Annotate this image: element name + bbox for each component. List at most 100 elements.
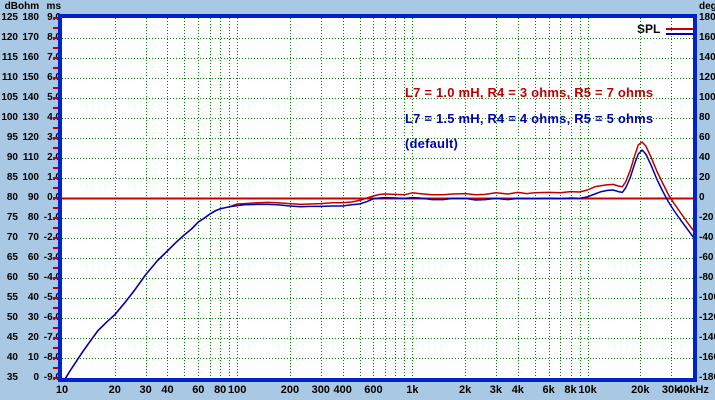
left-tick xyxy=(53,377,58,379)
ohm-label: 160 xyxy=(22,52,39,63)
frequency-label: 300 xyxy=(311,384,330,396)
db-label: 90 xyxy=(6,152,18,163)
left-tick xyxy=(53,277,58,279)
left-tick xyxy=(53,177,58,179)
left-tick xyxy=(53,127,58,129)
db-label: 70 xyxy=(6,232,18,243)
db-label: 45 xyxy=(6,332,18,343)
deg-label: 40 xyxy=(699,152,711,163)
left-axis-row: 35 0-9.0 xyxy=(0,373,61,383)
ohm-label: 30 xyxy=(27,312,39,323)
frequency-label: 3k xyxy=(489,384,503,396)
frequency-label: 80 xyxy=(214,384,227,396)
db-label: 85 xyxy=(6,172,18,183)
left-axis-row: 50 30-6.0 xyxy=(0,313,61,323)
frequency-label: 8k xyxy=(564,384,577,396)
ohm-label: 110 xyxy=(22,152,39,163)
ohm-label: 0 xyxy=(33,372,39,383)
deg-label: 0 xyxy=(699,192,705,203)
frequency-label: 10 xyxy=(55,384,69,396)
frequency-label: 2k xyxy=(458,384,472,396)
frequency-label: 30k xyxy=(661,384,681,396)
left-tick xyxy=(53,167,58,169)
db-label: 75 xyxy=(6,212,18,223)
db-label: 120 xyxy=(1,32,18,43)
frequency-label: 40 xyxy=(161,384,174,396)
spl-chart-canvas xyxy=(62,18,693,378)
ohm-label: 130 xyxy=(22,112,39,123)
left-axis-row: 1251809.0 xyxy=(0,13,61,23)
left-tick xyxy=(53,217,58,219)
ms-label: -6.0 xyxy=(39,313,61,323)
left-tick xyxy=(53,37,58,39)
right-axis-header: deg xyxy=(699,1,715,12)
frequency-label: 100 xyxy=(227,384,247,396)
deg-label: -180 xyxy=(699,372,715,383)
db-label: 55 xyxy=(6,292,18,303)
left-tick xyxy=(53,297,58,299)
left-tick xyxy=(53,247,58,249)
left-axis-row: 1101506.0 xyxy=(0,73,61,83)
left-axis-row: 851001.0 xyxy=(0,173,61,183)
db-label: 40 xyxy=(6,352,18,363)
legend-annotation: L7 = 1.0 mH, R4 = 3 ohms, R5 = 7 ohms L7… xyxy=(405,80,653,157)
left-tick xyxy=(53,17,58,19)
ohm-label: 140 xyxy=(22,92,39,103)
left-tick xyxy=(53,77,58,79)
left-axis-row: 80900.0 xyxy=(0,193,61,203)
ohm-label: 40 xyxy=(27,292,39,303)
left-tick xyxy=(53,147,58,149)
ohm-label: 10 xyxy=(27,352,39,363)
left-axis-row: 1201708.0 xyxy=(0,33,61,43)
deg-label: 160 xyxy=(699,32,715,43)
ms-label: -3.0 xyxy=(39,253,61,263)
db-label: 100 xyxy=(1,112,18,123)
db-label: 115 xyxy=(1,52,18,63)
left-axis-header-db: dB xyxy=(4,1,18,12)
frequency-label: 1k xyxy=(406,384,419,396)
left-tick xyxy=(53,317,58,319)
db-label: 35 xyxy=(6,372,18,383)
ms-label: -7.0 xyxy=(39,333,61,343)
deg-label: -20 xyxy=(699,212,714,223)
db-label: 50 xyxy=(6,312,18,323)
left-axis-row: 1151607.0 xyxy=(0,53,61,63)
left-tick xyxy=(53,87,58,89)
spl-curve-blue xyxy=(64,149,693,378)
left-tick xyxy=(53,257,58,259)
db-label: 65 xyxy=(6,252,18,263)
left-tick xyxy=(53,157,58,159)
frequency-label: 6k xyxy=(542,384,555,396)
left-tick xyxy=(53,267,58,269)
left-axis-header: dB ohm ms xyxy=(0,2,61,12)
left-tick xyxy=(53,57,58,59)
left-axis-row: 65 60-3.0 xyxy=(0,253,61,263)
ohm-label: 170 xyxy=(22,32,39,43)
frequency-label: 60 xyxy=(192,384,205,396)
frequency-label: 400 xyxy=(333,384,352,396)
deg-label: 140 xyxy=(699,52,715,63)
left-axis-header-ms: ms xyxy=(46,1,61,12)
frequency-label: 20k xyxy=(631,384,650,396)
deg-label: -140 xyxy=(699,332,715,343)
left-axis-row: 951203.0 xyxy=(0,133,61,143)
left-tick xyxy=(53,47,58,49)
deg-label: -40 xyxy=(699,232,714,243)
plot-area[interactable] xyxy=(58,14,697,382)
left-tick xyxy=(53,347,58,349)
left-tick xyxy=(53,27,58,29)
left-tick xyxy=(53,117,58,119)
spl-legend-label: SPL xyxy=(637,22,661,36)
left-axis-row: 901102.0 xyxy=(0,153,61,163)
deg-label: 60 xyxy=(699,132,711,143)
deg-label: 80 xyxy=(699,112,711,123)
left-axis-row: 55 40-5.0 xyxy=(0,293,61,303)
db-label: 110 xyxy=(1,72,18,83)
ohm-label: 100 xyxy=(22,172,39,183)
frequency-label: 200 xyxy=(280,384,300,396)
deg-label: 100 xyxy=(699,92,715,103)
ohm-label: 90 xyxy=(27,192,39,203)
left-tick xyxy=(53,187,58,189)
db-label: 60 xyxy=(6,272,18,283)
